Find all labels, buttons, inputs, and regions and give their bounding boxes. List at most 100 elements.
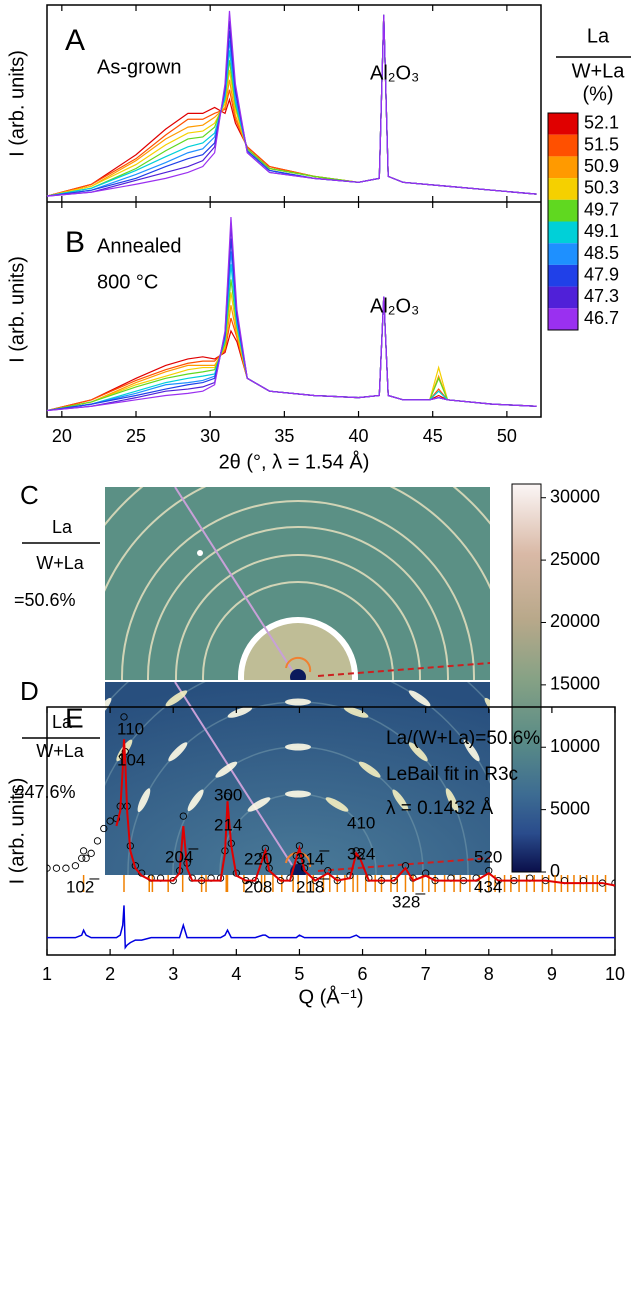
annotation: λ = 0.1432 Å [386, 798, 494, 819]
x-tick-label: 40 [349, 426, 369, 446]
diffraction-spot [325, 797, 349, 812]
peak-label: 102̅ [66, 877, 99, 896]
legend-label: 49.1 [584, 221, 619, 241]
annotation: LeBail fit in R3c [386, 764, 518, 785]
annotation: La/(W+La)=50.6% [386, 728, 540, 749]
legend-label: 50.3 [584, 178, 619, 198]
colorbar-tick-label: 15000 [550, 674, 600, 694]
diffraction-spot [285, 790, 311, 798]
panel-label: A [65, 24, 85, 57]
observed-point [71, 862, 80, 870]
observed-point [47, 864, 51, 872]
composition-label: W+La [36, 553, 85, 573]
peak-label: 220 [244, 849, 272, 868]
diffraction-spot [445, 788, 459, 813]
x-axis-label: Q (Å⁻¹) [299, 985, 364, 1008]
legend-label: 48.5 [584, 243, 619, 263]
x-tick-label: 45 [423, 426, 443, 446]
legend-label: 47.9 [584, 265, 619, 285]
peak-label: 208 [244, 877, 272, 896]
panel-label: D [20, 676, 39, 706]
diffraction-image-c [105, 487, 490, 680]
legend-label: 50.9 [584, 156, 619, 176]
peak-label: 328̅ [392, 892, 425, 911]
diffraction-spot [484, 697, 490, 719]
panel-label: C [20, 480, 39, 510]
diffraction-spot [408, 742, 428, 762]
annotation: As-grown [97, 56, 181, 78]
observed-point [78, 854, 86, 862]
peak-label: 218̅ [296, 877, 329, 896]
x-tick-label: 25 [126, 426, 146, 446]
peak-label: 110 [117, 719, 144, 738]
annotation: 800 °C [97, 271, 158, 293]
diffraction-spot [137, 788, 151, 813]
legend-title: W+La [572, 60, 626, 82]
y-axis-label: I (arb. units) [6, 256, 28, 363]
annotation: Al₂O₃ [370, 295, 419, 317]
x-tick-label: 10 [605, 964, 625, 984]
legend-label: 47.3 [584, 286, 619, 306]
colorbar-tick-label: 25000 [550, 549, 600, 569]
composition-label: W+La [36, 741, 85, 761]
difference-line [47, 905, 615, 950]
y-axis-label: I (arb. units) [6, 50, 28, 157]
x-tick-label: 1 [42, 964, 52, 984]
diffraction-spot [463, 739, 480, 762]
peak-label: 324 [347, 844, 375, 863]
x-axis-label: 2θ (°, λ = 1.54 Å) [219, 450, 370, 473]
legend-swatch [548, 243, 578, 265]
diffraction-spot [105, 697, 112, 719]
legend-swatch [548, 308, 578, 330]
diffraction-spot [392, 789, 409, 812]
peak-label: 520 [474, 847, 502, 866]
annotation: Annealed [97, 235, 182, 257]
observed-point [100, 824, 108, 833]
x-tick-label: 30 [200, 426, 220, 446]
observed-point [223, 792, 232, 800]
legend-swatch [548, 113, 578, 135]
legend-label: 46.7 [584, 308, 619, 328]
panel-label: E [65, 702, 84, 733]
x-tick-label: 35 [274, 426, 294, 446]
legend-title: (%) [582, 83, 613, 105]
observed-point [52, 864, 61, 872]
observed-point [87, 849, 95, 857]
diffraction-spot [285, 743, 311, 751]
legend-label: 52.1 [584, 113, 619, 133]
x-tick-label: 20 [52, 426, 72, 446]
composition-label: =50.6% [14, 590, 76, 610]
x-tick-label: 50 [497, 426, 517, 446]
diffraction-spot [86, 804, 99, 831]
observed-point [311, 876, 319, 885]
diffraction-spot [496, 804, 509, 831]
colorbar-tick-label: 0 [550, 861, 560, 881]
series-line [46, 217, 537, 412]
legend-swatch [548, 286, 578, 309]
observed-point [112, 814, 121, 823]
diffraction-image-d [86, 682, 509, 875]
peak-label: 314̅ [296, 849, 329, 868]
x-tick-label: 6 [358, 964, 368, 984]
series-line [46, 14, 537, 197]
colorbar [511, 483, 542, 873]
diffraction-spot [285, 698, 311, 706]
legend-label: 49.7 [584, 199, 619, 219]
colorbar-tick-label: 20000 [550, 611, 600, 631]
observed-point [106, 817, 114, 825]
diffraction-spot [358, 761, 381, 778]
peak-label: 434 [474, 877, 502, 896]
x-tick-label: 4 [231, 964, 241, 984]
diffraction-spot [187, 789, 204, 812]
x-tick-label: 9 [547, 964, 557, 984]
legend-swatch [548, 178, 578, 200]
panel-label: B [65, 226, 85, 259]
observed-point [79, 847, 88, 855]
diffraction-spot [168, 742, 188, 762]
observed-point [120, 713, 128, 721]
peak-label: 104 [117, 750, 145, 769]
diffraction-spot [247, 797, 271, 812]
axes-frame [46, 706, 616, 956]
